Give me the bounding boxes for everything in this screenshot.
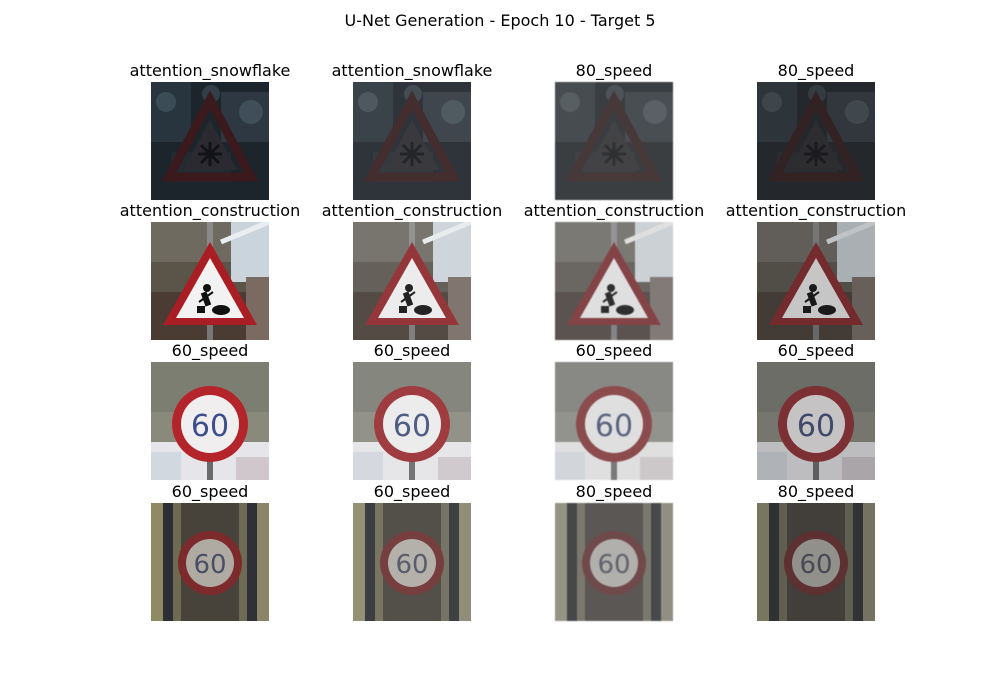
svg-text:60: 60 [395, 550, 428, 580]
cell-label: attention_construction [321, 201, 503, 220]
grid-cell: attention_construction [716, 200, 916, 340]
svg-text:60: 60 [597, 550, 630, 580]
svg-text:60: 60 [393, 409, 431, 444]
sign-thumbnail: 60 [353, 362, 471, 480]
grid-cell: 80_speed 60 [716, 481, 916, 621]
cell-label: attention_construction [725, 201, 907, 220]
grid-cell: 80_speed [514, 60, 714, 200]
sign-thumbnail [555, 82, 673, 200]
svg-text:60: 60 [799, 550, 832, 580]
cell-label: 80_speed [575, 482, 653, 501]
grid-cell: attention_construction [110, 200, 310, 340]
grid-cell: 60_speed 60 [110, 340, 310, 480]
grid-cell: attention_construction [514, 200, 714, 340]
sign-thumbnail [151, 222, 269, 340]
cell-label: attention_snowflake [129, 61, 291, 80]
sign-thumbnail [757, 82, 875, 200]
sign-thumbnail: 60 [555, 503, 673, 621]
sign-thumbnail [151, 82, 269, 200]
cell-label: 80_speed [575, 61, 653, 80]
cell-label: 60_speed [171, 482, 249, 501]
sign-thumbnail: 60 [151, 362, 269, 480]
svg-text:60: 60 [193, 550, 226, 580]
cell-label: 80_speed [777, 482, 855, 501]
svg-text:60: 60 [797, 409, 835, 444]
figure-title: U-Net Generation - Epoch 10 - Target 5 [344, 11, 656, 30]
grid-cell: attention_construction [312, 200, 512, 340]
grid-cell: 60_speed 60 [716, 340, 916, 480]
grid-cell: 80_speed [716, 60, 916, 200]
cell-label: 60_speed [777, 341, 855, 360]
cell-label: attention_snowflake [331, 61, 493, 80]
cell-label: 60_speed [373, 482, 451, 501]
grid-cell: 80_speed 60 [514, 481, 714, 621]
svg-text:60: 60 [595, 409, 633, 444]
grid-cell: 60_speed 60 [312, 481, 512, 621]
cell-label: attention_construction [119, 201, 301, 220]
sign-thumbnail: 60 [757, 503, 875, 621]
cell-label: 60_speed [373, 341, 451, 360]
sign-thumbnail: 60 [151, 503, 269, 621]
sign-thumbnail [353, 222, 471, 340]
sign-thumbnail [353, 82, 471, 200]
cell-label: 60_speed [575, 341, 653, 360]
grid-cell: attention_snowflake [110, 60, 310, 200]
grid-cell: 60_speed 60 [514, 340, 714, 480]
cell-label: attention_construction [523, 201, 705, 220]
sign-thumbnail: 60 [555, 362, 673, 480]
sign-thumbnail [757, 222, 875, 340]
sign-thumbnail: 60 [353, 503, 471, 621]
svg-text:60: 60 [191, 409, 229, 444]
cell-label: 80_speed [777, 61, 855, 80]
cell-label: 60_speed [171, 341, 249, 360]
grid-cell: 60_speed 60 [312, 340, 512, 480]
sign-thumbnail [555, 222, 673, 340]
sign-thumbnail: 60 [757, 362, 875, 480]
grid-cell: 60_speed 60 [110, 481, 310, 621]
grid-cell: attention_snowflake [312, 60, 512, 200]
